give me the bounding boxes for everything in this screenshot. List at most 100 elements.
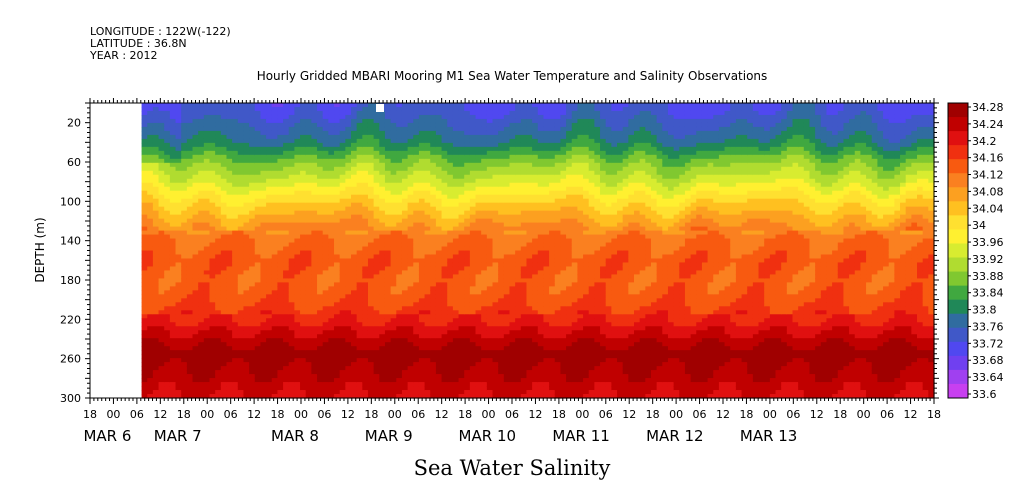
colorbar-swatch (948, 173, 968, 188)
x-tick-label: 00 (763, 408, 777, 421)
x-tick-label: 00 (482, 408, 496, 421)
x-tick-label: 18 (177, 408, 191, 421)
missing-data-cell (376, 104, 384, 112)
x-tick-label: 12 (622, 408, 636, 421)
colorbar-label: 34 (972, 219, 986, 232)
colorbar-label: 33.64 (972, 371, 1004, 384)
x-tick-label: 12 (716, 408, 730, 421)
y-tick-label: 220 (60, 313, 81, 326)
x-tick-label: 00 (294, 408, 308, 421)
y-axis: 20 60 100 140 180 220 260 300 (60, 102, 939, 405)
x-date-label: MAR 13 (740, 427, 797, 445)
colorbar-swatch (948, 285, 968, 301)
y-tick-label: 260 (60, 353, 81, 366)
colorbar-swatch (948, 383, 968, 399)
x-axis-label: Sea Water Salinity (414, 456, 611, 480)
x-tick-label: 12 (153, 408, 167, 421)
y-tick-label: 180 (60, 274, 81, 287)
colorbar-swatch (948, 313, 968, 329)
x-tick-label: 06 (224, 408, 238, 421)
x-tick-label: 12 (247, 408, 261, 421)
colorbar-swatch (948, 103, 968, 118)
heatmap-layer (141, 103, 935, 399)
x-tick-label: 12 (904, 408, 918, 421)
x-tick-label: 18 (458, 408, 472, 421)
x-tick-label: 06 (411, 408, 425, 421)
colorbar-swatch (948, 327, 968, 343)
y-axis-label: DEPTH (m) (33, 217, 47, 282)
x-tick-label: 18 (271, 408, 285, 421)
longitude-label: LONGITUDE : 122W(-122) (90, 25, 231, 38)
x-tick-label: 00 (575, 408, 589, 421)
x-tick-label: 12 (341, 408, 355, 421)
data-gap-marker (376, 104, 384, 112)
x-date-label: MAR 7 (154, 427, 202, 445)
colorbar-label: 34.24 (972, 118, 1004, 131)
x-tick-label: 00 (857, 408, 871, 421)
x-tick-label: 18 (833, 408, 847, 421)
colorbar-label: 34.28 (972, 101, 1004, 114)
colorbar-swatch (948, 201, 968, 216)
x-tick-label: 18 (739, 408, 753, 421)
colorbar-swatch (948, 145, 968, 160)
colorbar-swatch (948, 369, 968, 385)
colorbar-label: 34.12 (972, 169, 1004, 182)
x-tick-label: 06 (880, 408, 894, 421)
colorbar-label: 33.72 (972, 337, 1004, 350)
colorbar-swatch (948, 355, 968, 371)
x-tick-label: 18 (83, 408, 97, 421)
colorbar-swatch (948, 131, 968, 146)
latitude-label: LATITUDE : 36.8N (90, 37, 187, 50)
colorbar-label: 33.96 (972, 236, 1004, 249)
chart-title: Hourly Gridded MBARI Mooring M1 Sea Wate… (257, 69, 768, 83)
colorbar-label: 33.92 (972, 253, 1004, 266)
x-date-label: MAR 10 (459, 427, 516, 445)
colorbar-label: 33.68 (972, 354, 1004, 367)
colorbar-label: 34.04 (972, 202, 1004, 215)
colorbar-swatch (948, 159, 968, 174)
x-date-label: MAR 9 (365, 427, 413, 445)
x-tick-label: 00 (106, 408, 120, 421)
colorbar-label: 34.2 (972, 135, 997, 148)
year-label: YEAR : 2012 (89, 49, 158, 62)
x-tick-label: 18 (364, 408, 378, 421)
x-tick-label: 06 (505, 408, 519, 421)
x-tick-label: 12 (810, 408, 824, 421)
colorbar-label: 33.88 (972, 270, 1004, 283)
x-tick-label: 18 (646, 408, 660, 421)
x-tick-label: 12 (528, 408, 542, 421)
x-tick-label: 18 (552, 408, 566, 421)
x-date-label: MAR 6 (83, 427, 131, 445)
y-tick-label: 140 (60, 235, 81, 248)
colorbar-swatch (948, 215, 968, 230)
colorbar-label: 33.76 (972, 320, 1004, 333)
x-tick-label: 06 (599, 408, 613, 421)
y-tick-label: 20 (67, 117, 81, 130)
x-axis: 18 00 06 12 18 00 06 12 18 00 06 12 18 00 06 12 18 00 06 12… (83, 98, 941, 445)
colorbar-swatch (948, 117, 968, 132)
x-tick-label: 00 (669, 408, 683, 421)
y-tick-label: 300 (60, 392, 81, 405)
colorbar-swatch (948, 243, 968, 259)
x-tick-label: 06 (130, 408, 144, 421)
colorbar-label: 34.16 (972, 152, 1004, 165)
colorbar-label: 33.84 (972, 287, 1004, 300)
x-date-label: MAR 12 (646, 427, 703, 445)
colorbar: 34.28 34.24 34.2 34.16 34.12 34.08 34.04 34 33.9… (947, 101, 1004, 401)
colorbar-swatch (948, 271, 968, 287)
y-tick-label: 100 (60, 195, 81, 208)
colorbar-swatch (948, 187, 968, 202)
x-tick-label: 00 (388, 408, 402, 421)
colorbar-swatch (948, 257, 968, 273)
x-tick-label: 06 (786, 408, 800, 421)
x-date-label: MAR 8 (271, 427, 319, 445)
x-date-label: MAR 11 (552, 427, 609, 445)
colorbar-swatch (948, 299, 968, 315)
x-tick-label: 12 (435, 408, 449, 421)
x-tick-label: 06 (693, 408, 707, 421)
colorbar-label: 33.6 (972, 388, 997, 401)
colorbar-label: 33.8 (972, 304, 997, 317)
x-tick-label: 06 (317, 408, 331, 421)
x-tick-label: 18 (927, 408, 941, 421)
